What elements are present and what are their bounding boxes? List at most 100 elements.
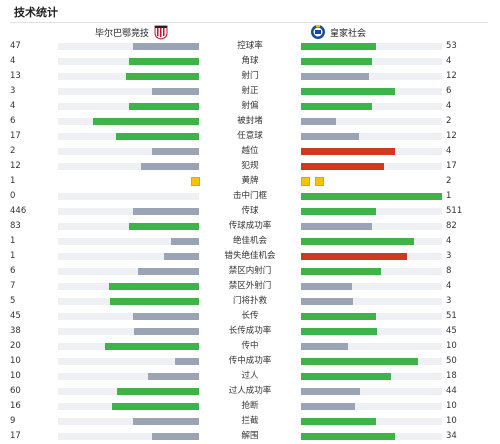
away-bar xyxy=(301,283,352,290)
away-bar-track xyxy=(301,193,442,200)
home-bar-track xyxy=(58,58,199,65)
stat-row: 16 抢断 10 xyxy=(0,399,500,414)
stat-row: 1 绝佳机会 4 xyxy=(0,234,500,249)
stat-row: 5 门将扑救 3 xyxy=(0,294,500,309)
away-value: 82 xyxy=(446,221,457,231)
away-bar xyxy=(301,103,372,110)
away-yellow-cards xyxy=(301,177,329,186)
away-value: 12 xyxy=(446,131,457,141)
away-value: 34 xyxy=(446,431,457,441)
away-bar xyxy=(301,298,354,305)
stat-label: 角球 xyxy=(241,56,259,66)
away-value: 3 xyxy=(446,251,452,261)
away-bar-track xyxy=(301,343,442,350)
stat-row: 2 越位 4 xyxy=(0,144,500,159)
stat-row: 1 错失绝佳机会 3 xyxy=(0,249,500,264)
stat-label: 传球成功率 xyxy=(228,221,272,231)
stat-label: 传球 xyxy=(241,206,259,216)
home-bar-track xyxy=(58,88,199,95)
away-value: 4 xyxy=(446,56,452,66)
away-bar-track xyxy=(301,433,442,440)
away-bar xyxy=(301,268,382,275)
home-bar-track xyxy=(58,358,199,365)
away-bar-track xyxy=(301,298,442,305)
stat-label: 射门 xyxy=(241,71,259,81)
away-value: 2 xyxy=(446,176,452,186)
home-team-crest-icon xyxy=(154,25,168,40)
home-bar xyxy=(132,43,199,50)
away-bar xyxy=(301,418,376,425)
away-value: 10 xyxy=(446,401,457,411)
away-bar xyxy=(301,193,442,200)
home-value: 45 xyxy=(10,311,21,321)
home-value: 5 xyxy=(10,296,16,306)
stat-row: 20 传中 10 xyxy=(0,339,500,354)
away-bar-track xyxy=(301,88,442,95)
home-bar-track xyxy=(58,388,199,395)
away-bar xyxy=(301,373,392,380)
home-bar-track xyxy=(58,208,199,215)
away-bar xyxy=(301,388,361,395)
away-bar-track xyxy=(301,73,442,80)
home-value: 10 xyxy=(10,371,21,381)
stat-label: 门将扑救 xyxy=(232,296,267,306)
away-bar-track xyxy=(301,43,442,50)
away-bar-track xyxy=(301,238,442,245)
home-bar xyxy=(148,373,199,380)
stat-row: 4 角球 4 xyxy=(0,54,500,69)
away-value: 18 xyxy=(446,371,457,381)
home-value: 20 xyxy=(10,341,21,351)
away-bar-track xyxy=(301,328,442,335)
stat-label: 犯规 xyxy=(241,161,259,171)
stat-row: 1 黄牌 2 xyxy=(0,174,500,189)
away-bar xyxy=(301,118,337,125)
away-bar xyxy=(301,313,376,320)
away-bar xyxy=(301,358,419,365)
away-bar xyxy=(301,253,407,260)
stat-label: 任意球 xyxy=(237,131,263,141)
home-bar-track xyxy=(58,73,199,80)
stat-row: 12 犯规 17 xyxy=(0,159,500,174)
away-value: 51 xyxy=(446,311,457,321)
home-value: 83 xyxy=(10,221,21,231)
home-value: 17 xyxy=(10,131,21,141)
away-value: 4 xyxy=(446,146,452,156)
away-bar xyxy=(301,328,378,335)
stat-label: 过人成功率 xyxy=(228,386,272,396)
home-value: 6 xyxy=(10,116,16,126)
home-bar xyxy=(115,133,199,140)
away-bar xyxy=(301,43,376,50)
home-bar-track xyxy=(58,268,199,275)
stat-label: 错失绝佳机会 xyxy=(224,251,276,261)
away-team-crest-icon xyxy=(311,25,325,39)
stat-label: 射正 xyxy=(241,86,259,96)
home-bar-track xyxy=(58,433,199,440)
stat-row: 6 禁区内射门 8 xyxy=(0,264,500,279)
home-bar-track xyxy=(58,43,199,50)
away-bar-track xyxy=(301,418,442,425)
stat-row: 13 射门 12 xyxy=(0,69,500,84)
stat-label: 拦截 xyxy=(241,416,259,426)
home-bar xyxy=(175,358,199,365)
stat-row: 10 过人 18 xyxy=(0,369,500,384)
stat-row: 83 传球成功率 82 xyxy=(0,219,500,234)
away-value: 3 xyxy=(446,296,452,306)
home-bar xyxy=(132,208,199,215)
away-bar xyxy=(301,403,355,410)
away-bar-track xyxy=(301,163,442,170)
home-bar-track xyxy=(58,373,199,380)
home-bar xyxy=(128,58,199,65)
away-value: 4 xyxy=(446,281,452,291)
stat-label: 长传成功率 xyxy=(228,326,272,336)
away-bar-track xyxy=(301,223,442,230)
stat-row: 446 传球 511 xyxy=(0,204,500,219)
away-bar xyxy=(301,223,372,230)
stat-row: 45 长传 51 xyxy=(0,309,500,324)
stat-label: 解围 xyxy=(241,431,259,441)
home-value: 3 xyxy=(10,86,16,96)
home-value: 4 xyxy=(10,101,16,111)
stat-label: 传中成功率 xyxy=(228,356,272,366)
home-value: 9 xyxy=(10,416,16,426)
home-bar-track xyxy=(58,283,199,290)
stat-label: 击中门框 xyxy=(232,191,267,201)
